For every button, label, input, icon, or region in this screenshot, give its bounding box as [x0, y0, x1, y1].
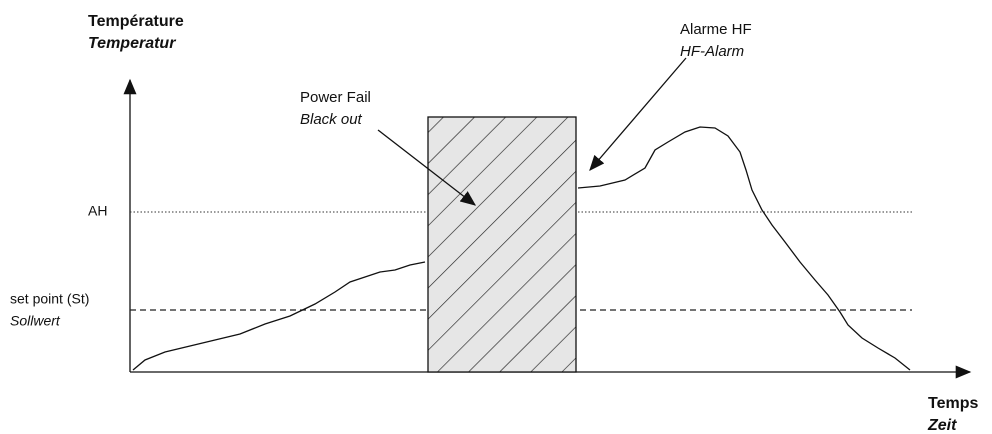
level-label: set point (St)	[10, 291, 89, 307]
x-axis-label: Zeit	[927, 417, 957, 434]
annotation: Alarme HF	[680, 21, 752, 38]
annotation: HF-Alarm	[680, 43, 744, 60]
temperature-curve	[132, 261, 426, 371]
annotation-arrow	[589, 57, 687, 171]
temperature-curve	[577, 126, 911, 371]
x-axis-label: Temps	[928, 395, 978, 412]
level-label: Sollwert	[10, 313, 61, 329]
power-fail-block	[427, 116, 577, 373]
annotation: Black out	[300, 111, 363, 128]
y-axis-label: Temperatur	[88, 35, 176, 52]
annotation: Power Fail	[300, 89, 371, 106]
level-label: AH	[88, 203, 107, 219]
annotation-arrow	[377, 129, 477, 206]
y-axis-label: Température	[88, 13, 184, 30]
